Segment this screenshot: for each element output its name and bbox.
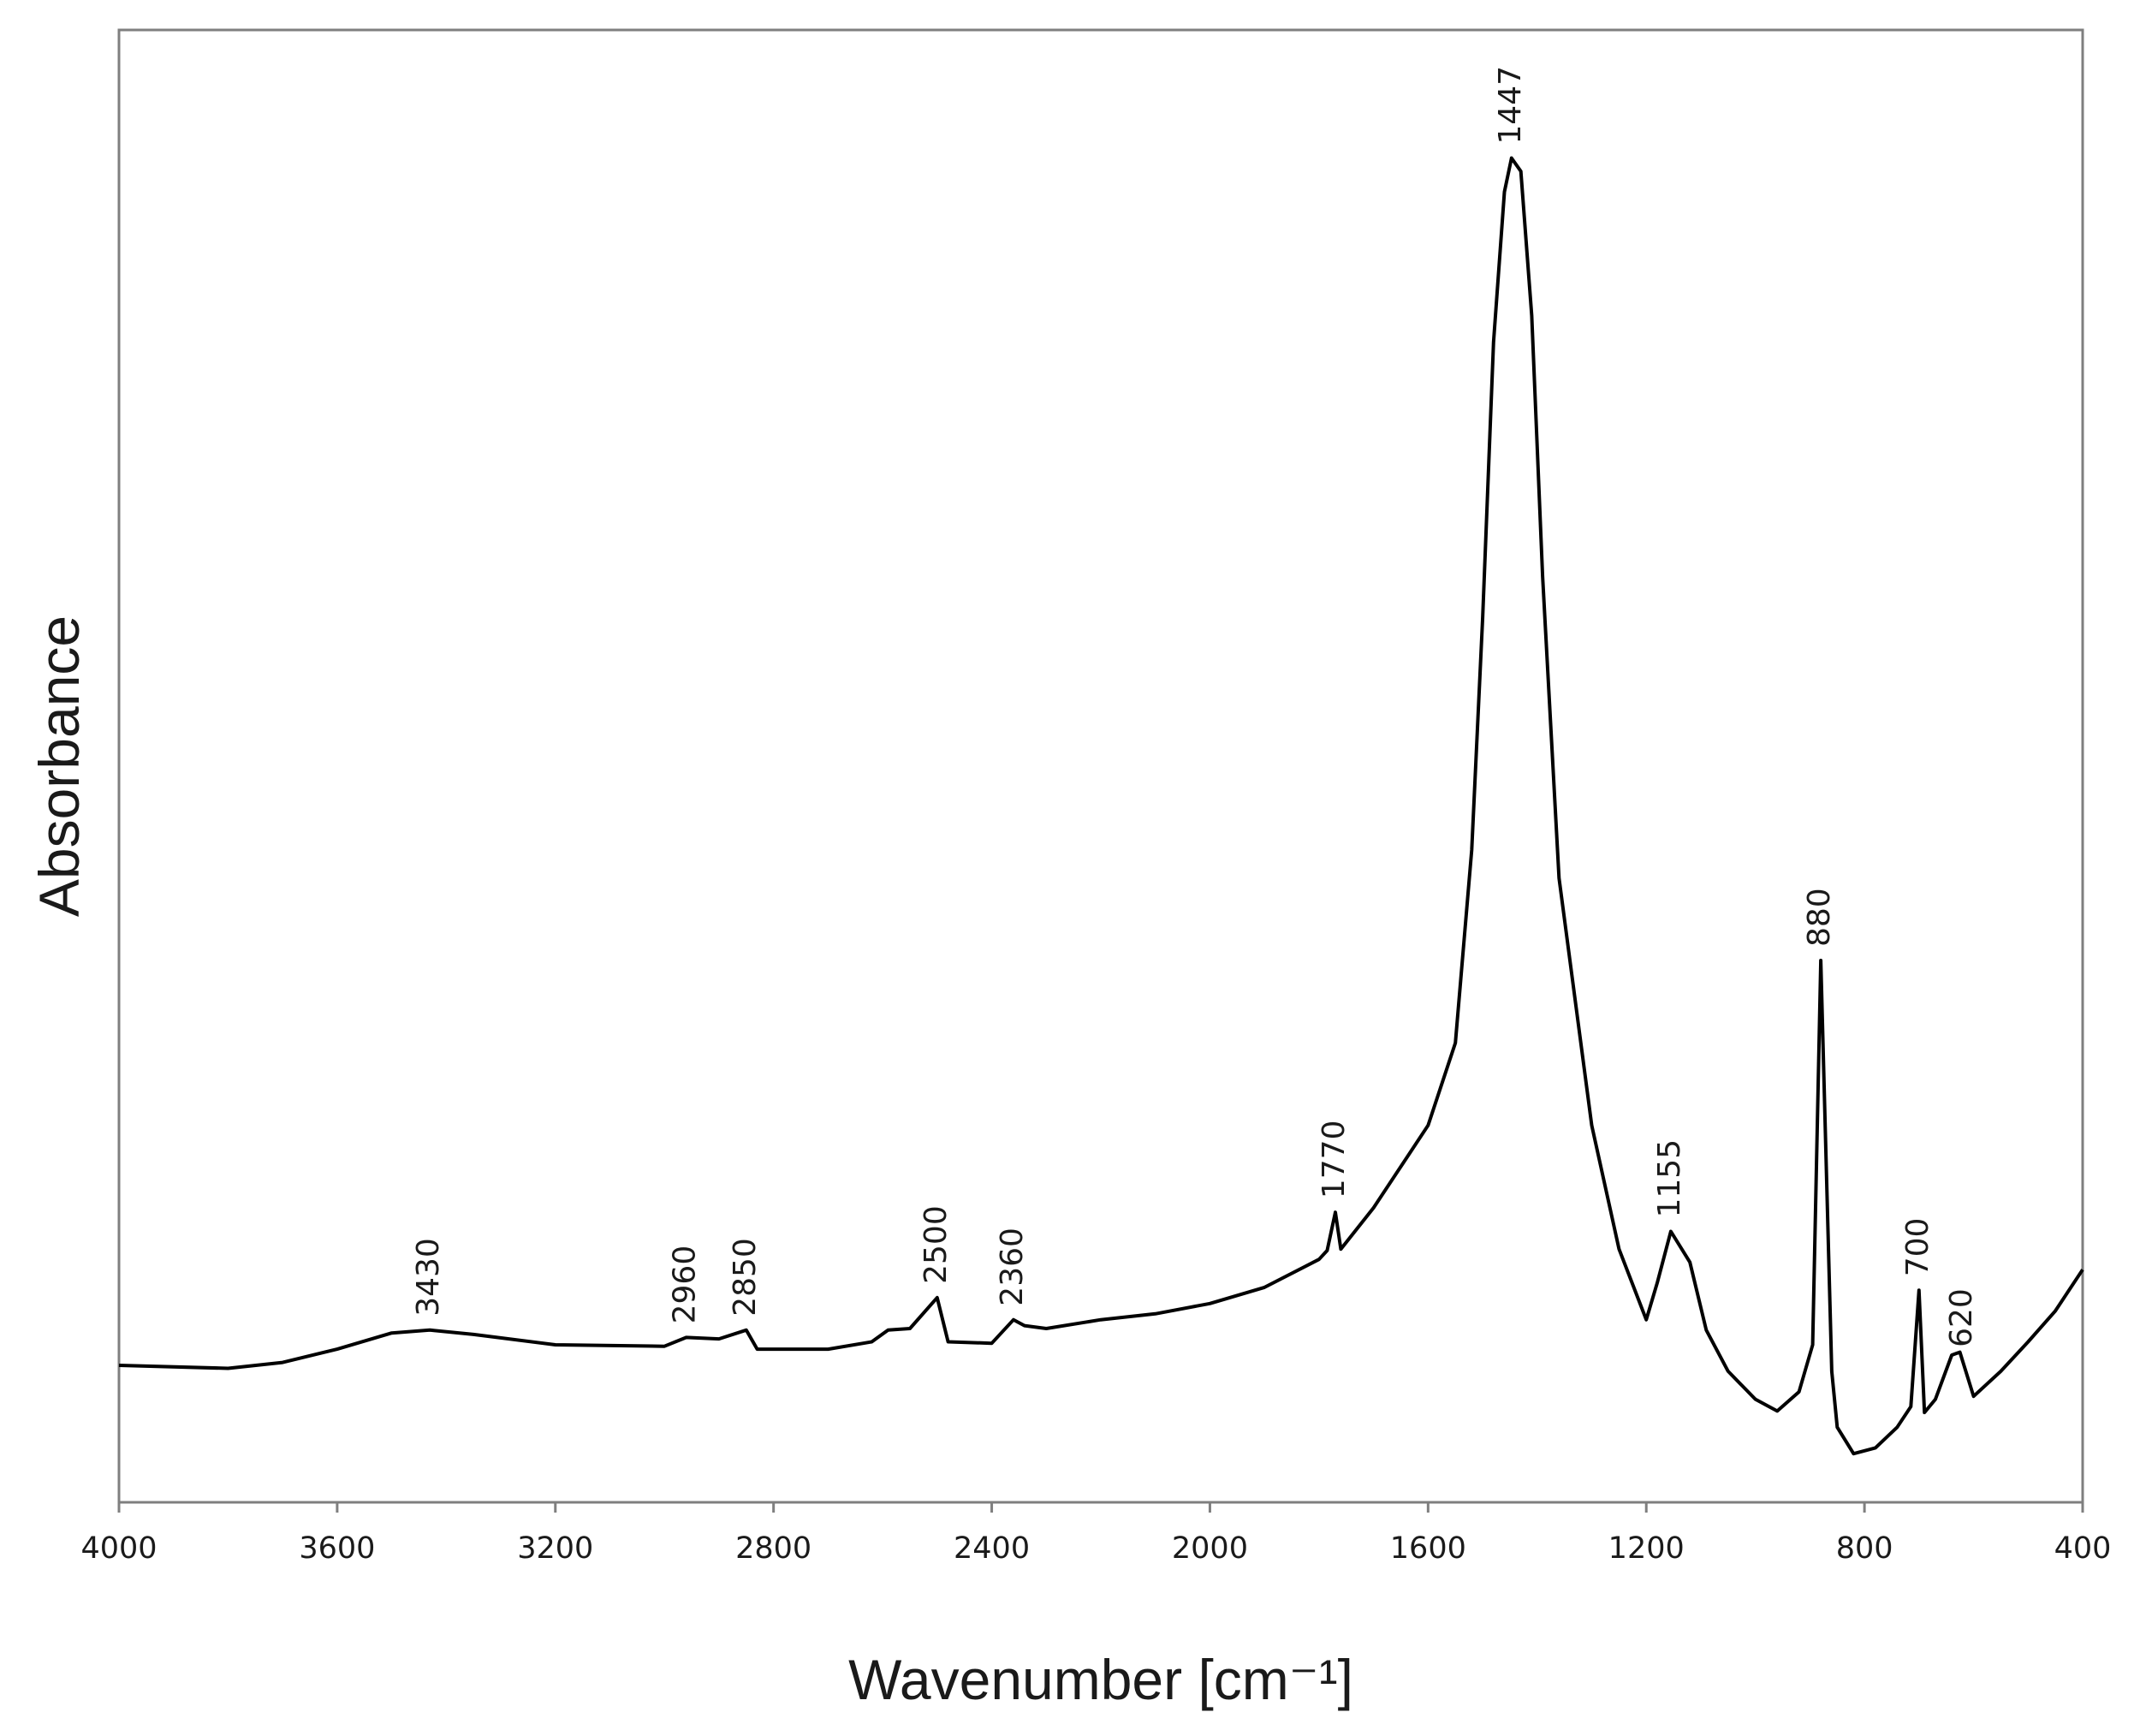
x-axis-label: Wavenumber [cm⁻¹]: [848, 1648, 1353, 1711]
x-tick-label: 2000: [1172, 1531, 1248, 1566]
x-tick-label: 800: [1836, 1531, 1893, 1566]
x-tick-label: 3600: [299, 1531, 375, 1566]
peak-label: 1155: [1652, 1139, 1687, 1218]
x-tick-label: 4000: [80, 1531, 157, 1566]
peak-label: 2850: [728, 1238, 763, 1317]
x-tick-label: 3200: [517, 1531, 593, 1566]
x-tick-label: 1200: [1608, 1531, 1685, 1566]
y-axis-label: Absorbance: [27, 615, 91, 917]
peak-label: 1447: [1493, 66, 1528, 145]
peak-label: 620: [1944, 1288, 1979, 1347]
x-tick-label: 1600: [1390, 1531, 1466, 1566]
peak-label: 880: [1802, 888, 1837, 947]
x-tick-label: 400: [2054, 1531, 2112, 1566]
spectrum-line: [118, 156, 2084, 1456]
peak-label: 3430: [411, 1238, 446, 1317]
peak-label: 2500: [918, 1205, 954, 1284]
x-tick-label: 2400: [954, 1531, 1030, 1566]
x-tick-label: 2800: [735, 1531, 811, 1566]
peak-label: 700: [1900, 1218, 1935, 1277]
peak-label: 2360: [995, 1228, 1030, 1306]
peak-label: 1770: [1317, 1121, 1352, 1199]
peak-label: 2960: [668, 1246, 703, 1324]
plot-frame: [117, 28, 2084, 1504]
